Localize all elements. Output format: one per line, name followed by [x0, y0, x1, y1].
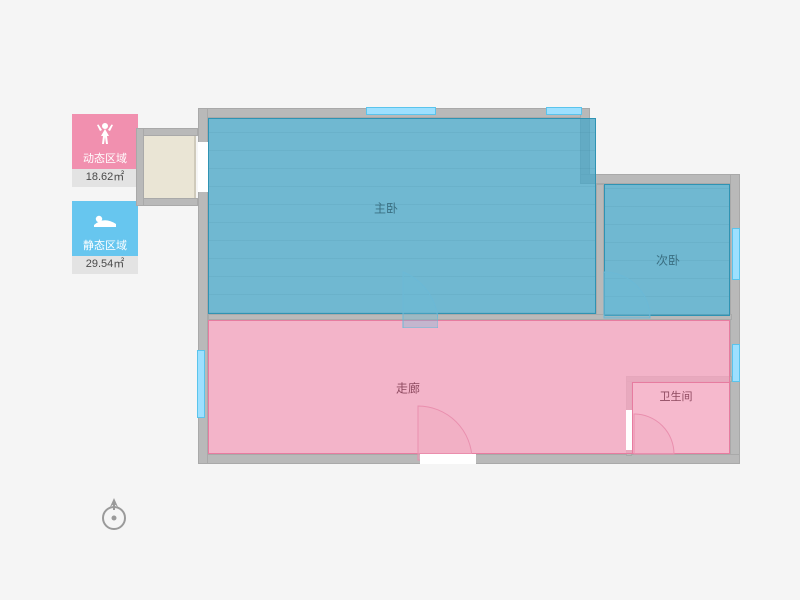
label-second-bedroom: 次卧 — [656, 252, 680, 269]
window — [732, 228, 740, 280]
wall — [136, 128, 144, 206]
opening-bath — [626, 410, 632, 450]
room-second-bedroom — [604, 184, 730, 316]
compass-icon — [98, 496, 130, 532]
legend: 动态区域 18.62㎡ 静态区域 29.54㎡ — [72, 114, 138, 288]
legend-static-value: 29.54㎡ — [72, 256, 138, 274]
room-master-bedroom — [208, 118, 596, 314]
opening-entrance — [420, 454, 476, 464]
wall — [136, 128, 198, 136]
legend-static-title: 静态区域 — [72, 241, 138, 256]
wall-interior — [596, 184, 604, 318]
label-bathroom: 卫生间 — [660, 388, 693, 404]
legend-dynamic-value: 18.62㎡ — [72, 169, 138, 187]
floorplan-canvas: 动态区域 18.62㎡ 静态区域 29.54㎡ — [0, 0, 800, 600]
wall — [136, 198, 198, 206]
label-corridor: 走廊 — [396, 380, 420, 397]
opening-balcony — [198, 142, 208, 192]
window — [546, 107, 582, 115]
person-rest-icon — [72, 201, 138, 241]
window — [366, 107, 436, 115]
legend-dynamic-title: 动态区域 — [72, 154, 138, 169]
window — [732, 344, 740, 382]
window — [197, 350, 205, 418]
label-master-bedroom: 主卧 — [374, 200, 398, 217]
floor-plan: 主卧 次卧 走廊 卫生间 — [198, 108, 740, 464]
wall — [580, 174, 740, 184]
person-active-icon — [72, 114, 138, 154]
balcony — [142, 134, 196, 200]
legend-dynamic: 动态区域 18.62㎡ — [72, 114, 138, 187]
legend-static: 静态区域 29.54㎡ — [72, 201, 138, 274]
